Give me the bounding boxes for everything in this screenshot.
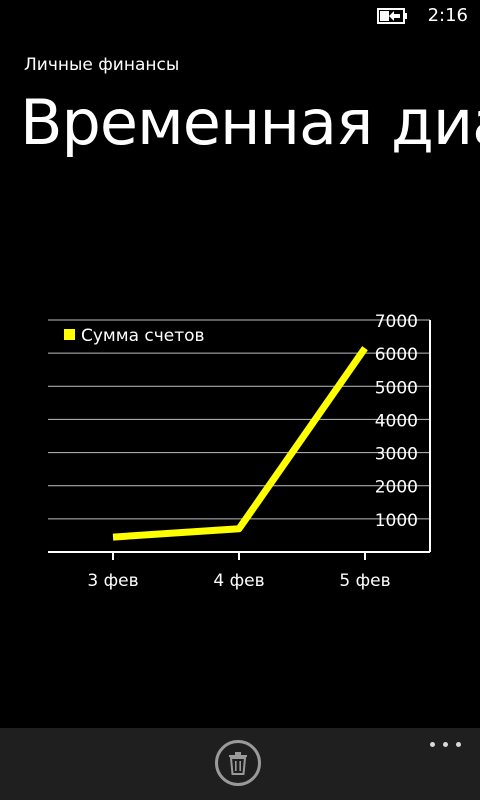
delete-icon	[229, 752, 247, 775]
y-tick-label: 1000	[375, 511, 418, 531]
x-tick-label: 5 фев	[339, 571, 390, 591]
y-tick-label: 3000	[375, 445, 418, 465]
y-tick-label: 2000	[375, 478, 418, 498]
x-tick-label: 3 фев	[87, 571, 138, 591]
y-tick-label: 6000	[375, 345, 418, 365]
page-title: Временная диаграмма	[20, 86, 480, 159]
y-tick-label: 7000	[375, 312, 418, 332]
more-icon-dot	[456, 742, 461, 747]
more-button[interactable]	[426, 734, 466, 752]
app-title: Личные финансы	[24, 55, 180, 75]
legend-swatch	[64, 329, 75, 340]
y-tick-label: 4000	[375, 411, 418, 431]
series-line	[112, 346, 368, 541]
status-bar: 2:16	[0, 0, 480, 32]
x-tick-label: 4 фев	[213, 571, 264, 591]
status-time: 2:16	[427, 5, 468, 26]
application-bar	[0, 728, 480, 800]
line-chart: 1000 2000 3000 4000 5000 6000 7000 3 фев 4 фев 5 …	[48, 312, 431, 591]
more-icon-dot	[443, 742, 448, 747]
battery-charging-icon	[377, 8, 407, 24]
delete-button[interactable]	[215, 740, 261, 786]
legend-label: Сумма счетов	[81, 326, 205, 346]
more-icon-dot	[430, 742, 435, 747]
y-tick-label: 5000	[375, 378, 418, 398]
